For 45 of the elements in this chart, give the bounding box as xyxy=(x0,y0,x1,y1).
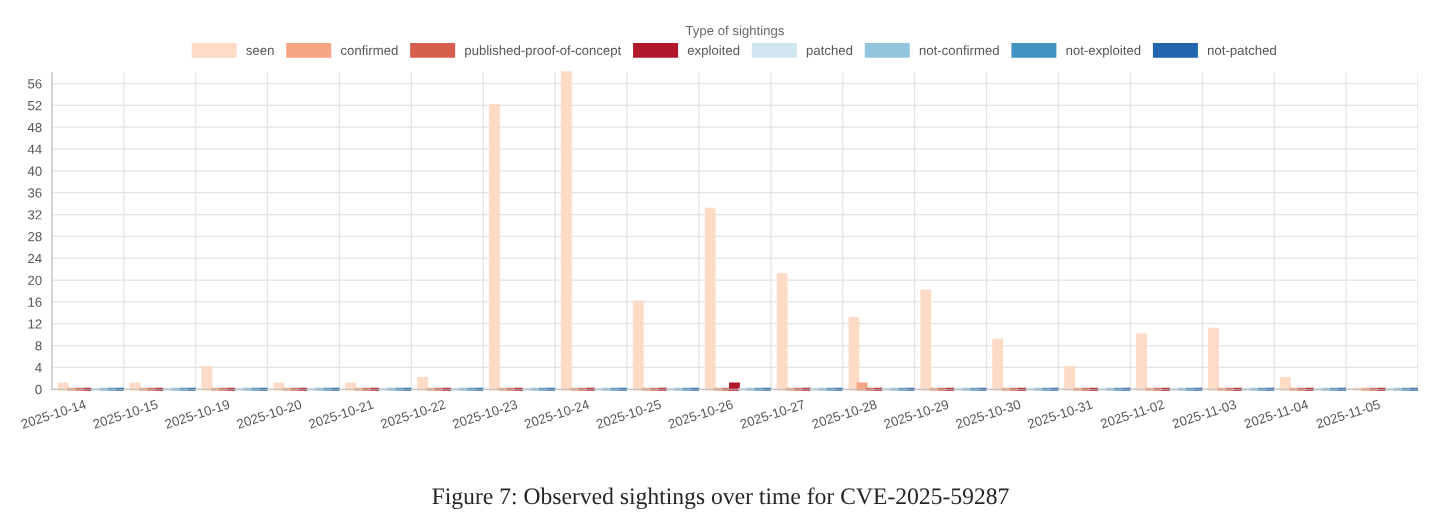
y-tick-label: 4 xyxy=(35,363,42,373)
bar xyxy=(489,104,500,391)
y-tick-label: 16 xyxy=(28,297,42,307)
bar xyxy=(729,382,740,391)
bar xyxy=(992,338,1004,391)
legend-label: not-exploited xyxy=(1066,45,1141,58)
y-tick-label: 40 xyxy=(27,166,42,176)
y-tick-label: 52 xyxy=(28,100,42,111)
legend-title: Type of sightings xyxy=(685,25,784,38)
bar xyxy=(704,207,716,391)
legend-label: not-confirmed xyxy=(919,45,999,56)
bar xyxy=(632,300,644,391)
bar xyxy=(560,71,572,391)
bar xyxy=(1064,366,1076,391)
legend-label: not-patched xyxy=(1207,45,1276,58)
bar xyxy=(856,382,868,391)
legend-label: patched xyxy=(806,45,853,58)
y-tick-label: 36 xyxy=(27,188,42,198)
y-tick-label: 56 xyxy=(28,79,42,89)
bar xyxy=(776,273,788,391)
bar xyxy=(848,316,860,391)
bar xyxy=(920,289,932,391)
y-tick-label: 48 xyxy=(27,122,42,133)
y-tick-label: 24 xyxy=(28,253,42,264)
y-tick-label: 0 xyxy=(35,384,42,395)
y-tick-label: 12 xyxy=(28,319,42,329)
y-tick-label: 8 xyxy=(35,341,42,351)
bar xyxy=(129,382,141,391)
legend-label: seen xyxy=(246,47,274,56)
bar xyxy=(345,382,357,391)
y-tick-label: 32 xyxy=(27,210,42,220)
caption: Figure 7: Observed sightings over time for CVE-2025-59287 xyxy=(432,487,1009,510)
bar xyxy=(1208,327,1219,391)
bar xyxy=(273,382,285,391)
y-tick-label: 28 xyxy=(28,231,42,242)
bar xyxy=(1136,333,1148,391)
bar xyxy=(1279,376,1291,391)
legend-label: published-proof-of-concept xyxy=(465,45,622,58)
y-tick-label: 20 xyxy=(28,275,42,285)
y-tick-label: 44 xyxy=(27,144,42,154)
bar xyxy=(201,366,213,391)
legend-label: confirmed xyxy=(340,45,398,56)
bar xyxy=(57,382,69,391)
bar xyxy=(417,376,429,391)
legend-label: exploited xyxy=(687,45,740,58)
